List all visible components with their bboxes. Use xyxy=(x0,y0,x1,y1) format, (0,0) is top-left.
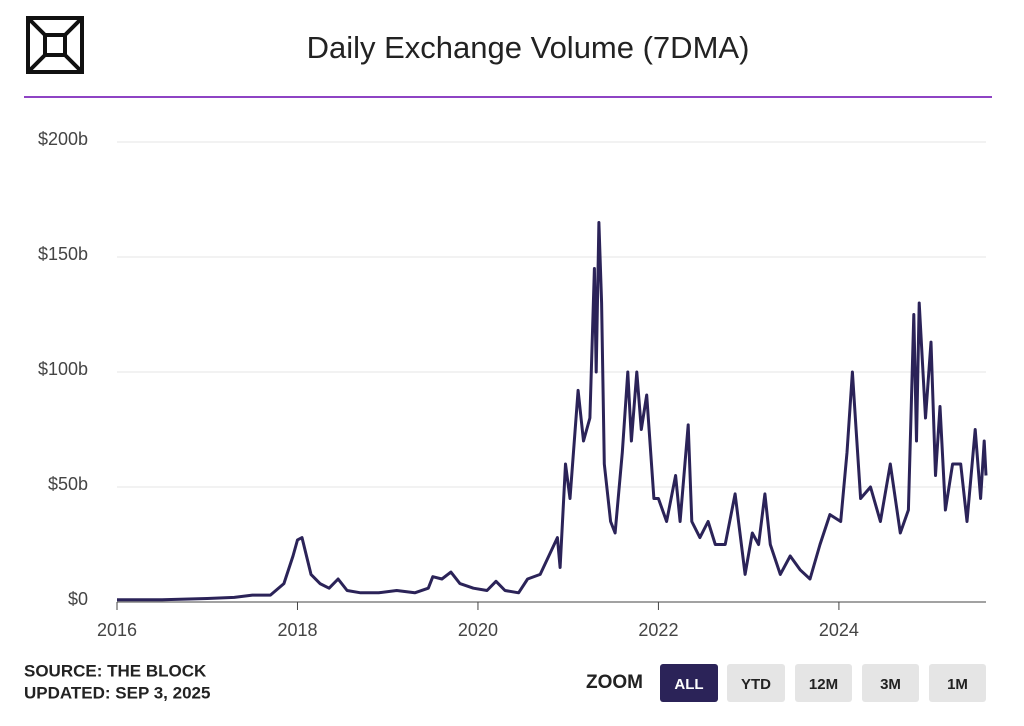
source: SOURCE: THE BLOCK xyxy=(24,661,207,680)
x-tick-label: 2022 xyxy=(638,620,678,640)
zoom-button[interactable] xyxy=(795,664,852,702)
zoom-label: ZOOM xyxy=(586,672,643,693)
x-tick-label: 2020 xyxy=(458,620,498,640)
logo xyxy=(26,16,84,74)
chart-title: Daily Exchange Volume (7DMA) xyxy=(307,30,750,65)
zoom-button[interactable] xyxy=(660,664,718,702)
zoom-button-label[interactable]: ALL xyxy=(674,676,703,693)
x-tick-label: 2016 xyxy=(97,620,137,640)
updated: UPDATED: SEP 3, 2025 xyxy=(24,683,210,702)
y-tick-label: $50b xyxy=(48,474,88,494)
y-tick-label: $200b xyxy=(38,129,88,149)
x-tick-label: 2024 xyxy=(819,620,859,640)
data-line xyxy=(117,221,988,602)
zoom-button[interactable] xyxy=(727,664,785,702)
zoom-button[interactable] xyxy=(862,664,919,702)
zoom-button-label[interactable]: YTD xyxy=(741,676,771,693)
zoom-button-label[interactable]: 3M xyxy=(880,676,901,693)
y-tick-label: $100b xyxy=(38,359,88,379)
zoom-button-label[interactable]: 12M xyxy=(809,676,838,693)
y-tick-label: $150b xyxy=(38,244,88,264)
zoom-button[interactable] xyxy=(929,664,986,702)
zoom-button-label[interactable]: 1M xyxy=(947,676,968,693)
y-tick-label: $0 xyxy=(68,589,88,609)
x-tick-label: 2018 xyxy=(277,620,317,640)
